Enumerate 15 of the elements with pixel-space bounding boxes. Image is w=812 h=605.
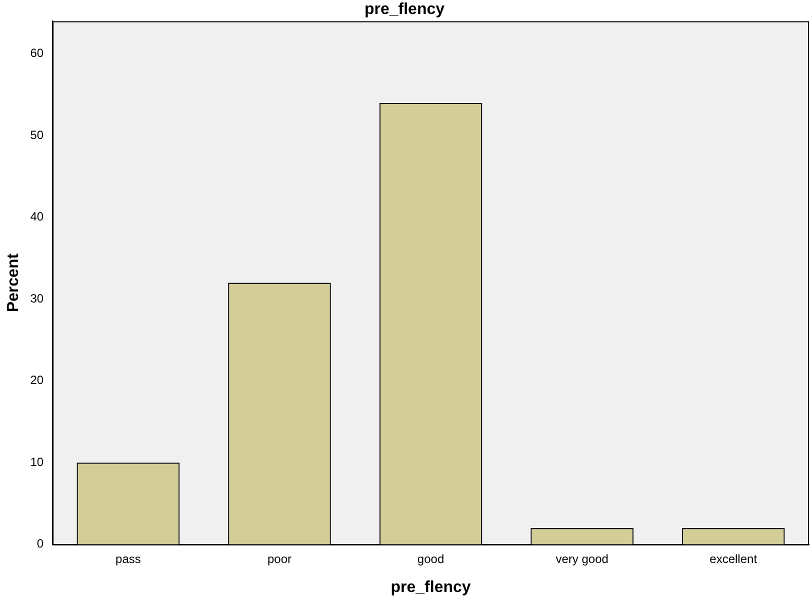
y-axis-title: Percent xyxy=(5,252,22,312)
y-tick-label: 50 xyxy=(30,128,44,142)
y-tick-label: 40 xyxy=(30,210,44,224)
x-tick-label: poor xyxy=(267,552,292,566)
y-tick-label: 30 xyxy=(30,291,44,306)
x-tick-label: pass xyxy=(116,552,141,566)
y-tick-label: 20 xyxy=(30,373,44,388)
x-axis-title: pre_flency xyxy=(390,578,471,596)
y-tick-label: 60 xyxy=(30,46,44,60)
y-tick-label: 0 xyxy=(36,536,44,551)
x-tick-label: excellent xyxy=(710,552,758,566)
x-tick-label: very good xyxy=(556,552,608,566)
x-tick-label: good xyxy=(417,552,444,566)
chart-title: pre_flency xyxy=(364,1,445,18)
y-tick-label: 10 xyxy=(30,454,44,469)
